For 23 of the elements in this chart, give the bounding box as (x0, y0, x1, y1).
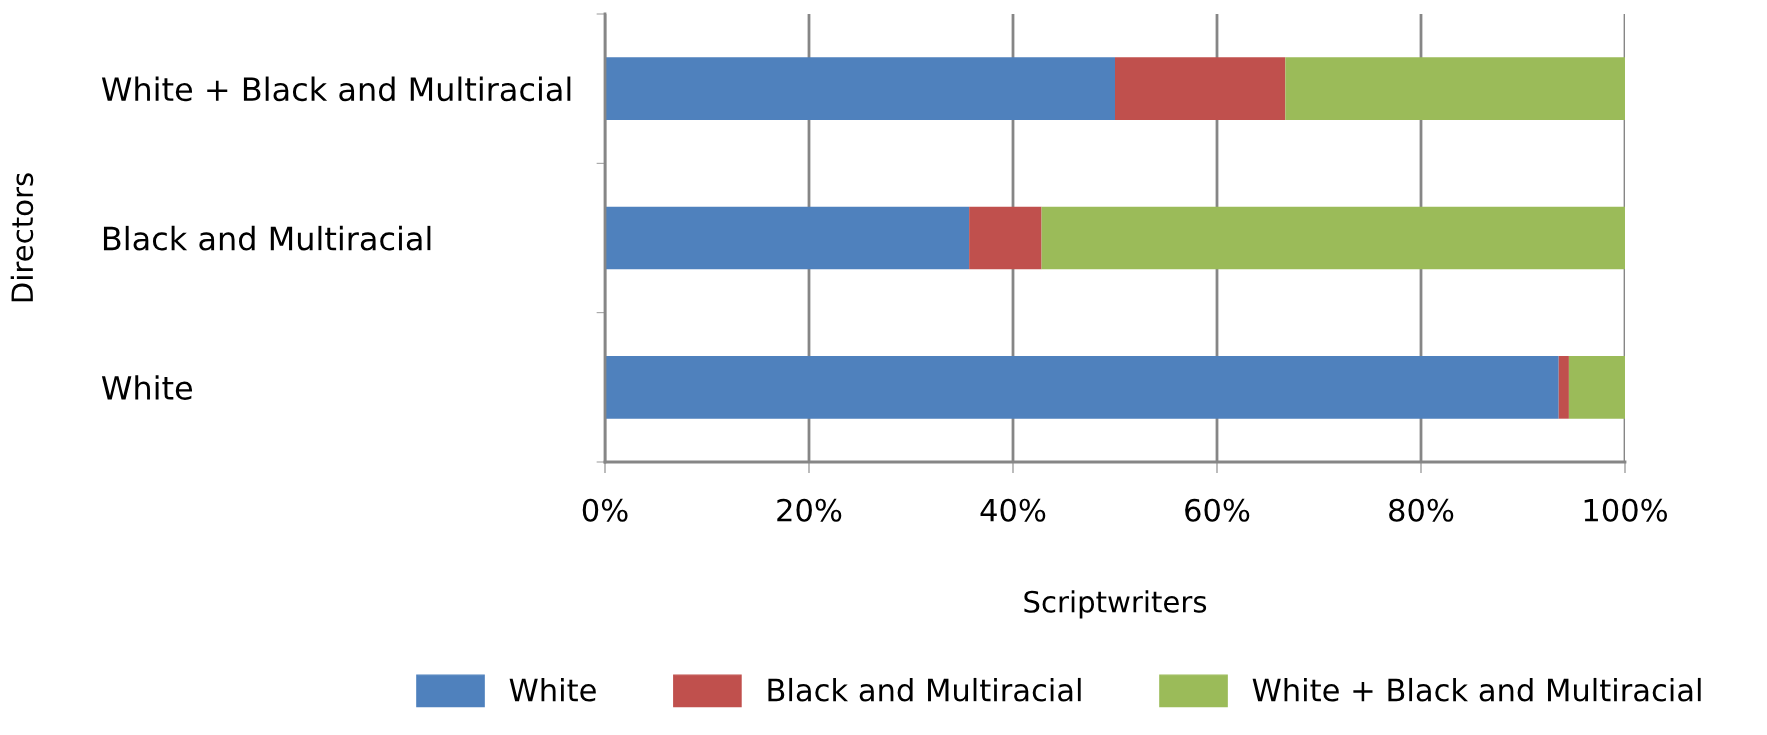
bar (1558, 355, 1569, 419)
y-tick-label: Black and Multiracial (103, 225, 431, 251)
legend-label: Black and Multiracial (768, 677, 1081, 702)
y-tick-label: White (101, 375, 193, 400)
x-tick-label: 80% (1389, 498, 1454, 522)
legend-label: White (509, 677, 596, 702)
bar (1115, 57, 1286, 121)
bar (605, 206, 970, 270)
bar (605, 355, 1559, 419)
legend-label: White + Black and Multiracial (1252, 677, 1701, 702)
x-tick-label: 40% (980, 498, 1046, 522)
bar (605, 57, 1115, 121)
y-tick-label: White + Black and Multiracial (101, 76, 571, 102)
x-tick-label: 20% (777, 498, 842, 522)
x-tick-label: 0% (582, 498, 628, 522)
bar (1041, 206, 1625, 270)
bar (1568, 355, 1625, 419)
bar (1285, 57, 1625, 121)
x-tick-label: 60% (1185, 498, 1250, 522)
x-tick-label: 100% (1584, 498, 1667, 522)
bar (969, 206, 1042, 270)
x-axis-title: Scriptwriters (1024, 590, 1207, 619)
y-axis-title: Directors (10, 173, 34, 302)
